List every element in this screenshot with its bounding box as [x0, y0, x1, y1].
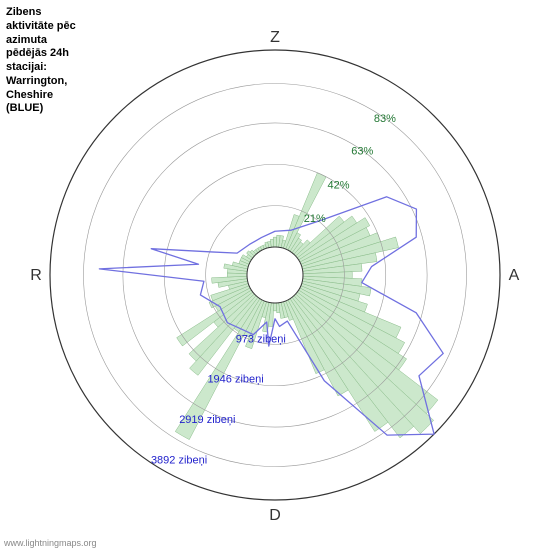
flash-count-label: 3892 zibeņi — [151, 454, 207, 466]
cardinal-e: A — [509, 267, 520, 284]
center-void — [247, 247, 303, 303]
chart-title: Zibens aktivitāte pēc azimuta pēdējās 24… — [6, 6, 126, 116]
flash-count-label: 2919 zibeņi — [179, 414, 235, 426]
cardinal-n: Z — [270, 29, 280, 46]
flash-count-label: 973 zibeņi — [236, 333, 286, 345]
cardinal-s: D — [269, 507, 281, 524]
footer-credit: www.lightningmaps.org — [4, 538, 97, 548]
pct-label: 63% — [351, 145, 373, 157]
pct-label: 42% — [328, 179, 350, 191]
pct-label: 83% — [374, 113, 396, 125]
pct-label: 21% — [304, 213, 326, 225]
flash-count-label: 1946 zibeņi — [207, 374, 263, 386]
cardinal-w: R — [30, 267, 42, 284]
